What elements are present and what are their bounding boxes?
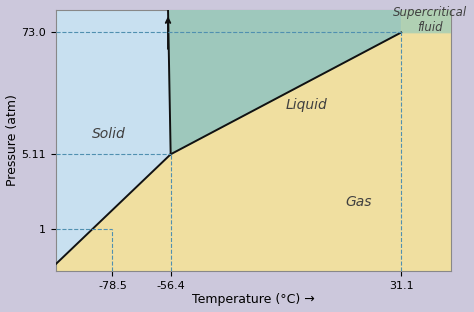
Polygon shape [56, 32, 451, 271]
Polygon shape [56, 10, 171, 271]
Text: Supercritical
fluid: Supercritical fluid [393, 7, 467, 34]
Polygon shape [168, 10, 451, 154]
Text: Solid: Solid [91, 127, 125, 141]
Polygon shape [401, 10, 451, 32]
Text: Gas: Gas [346, 195, 372, 209]
Text: Liquid: Liquid [285, 98, 327, 112]
Y-axis label: Pressure (atm): Pressure (atm) [6, 95, 18, 186]
X-axis label: Temperature (°C) →: Temperature (°C) → [192, 294, 315, 306]
